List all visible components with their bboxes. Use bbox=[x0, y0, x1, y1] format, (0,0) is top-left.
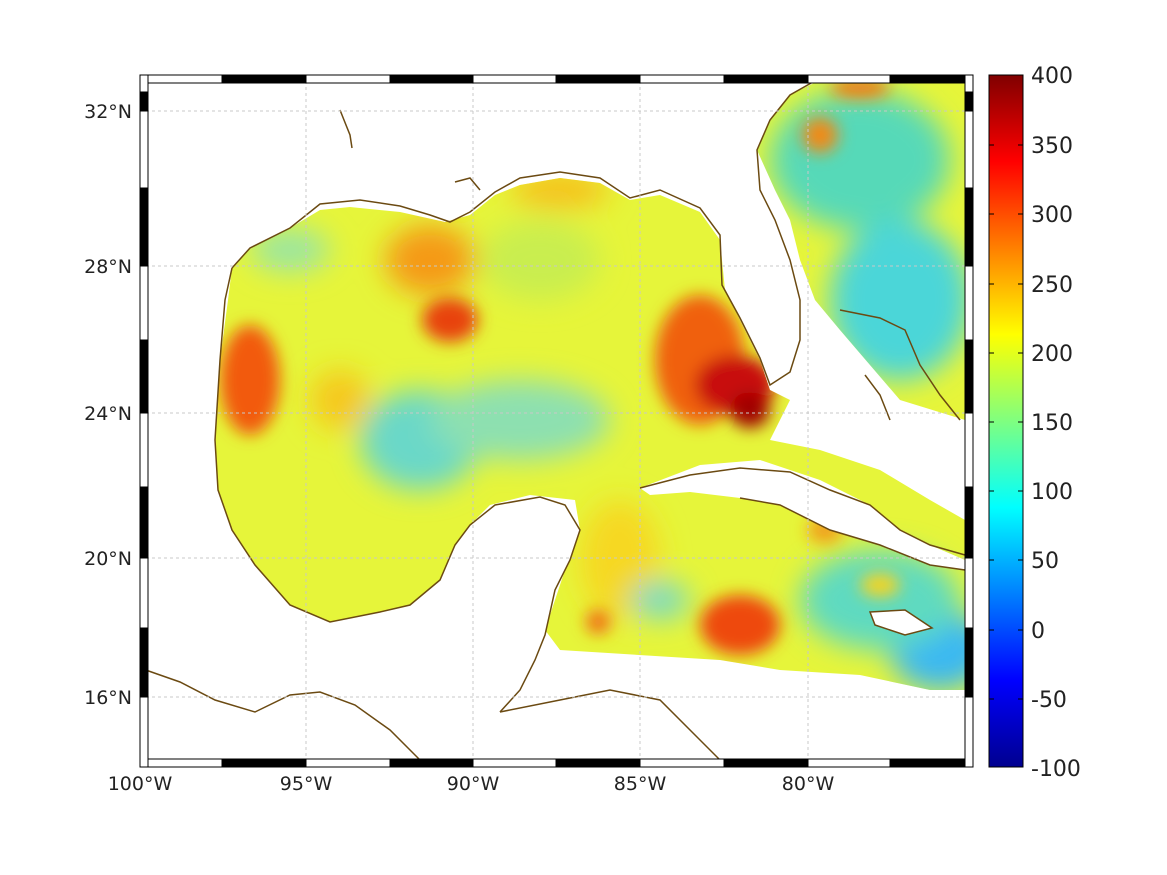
y-tick-label: 32°N bbox=[84, 101, 132, 123]
grid-lines bbox=[140, 75, 973, 767]
land-mask bbox=[460, 460, 965, 660]
colorbar-tick-label: 100 bbox=[1031, 480, 1073, 505]
x-axis-labels: 100°W 95°W 90°W 85°W 80°W bbox=[108, 773, 835, 795]
y-tick-label: 20°N bbox=[84, 548, 132, 570]
x-tick-label: 85°W bbox=[614, 773, 667, 795]
y-tick-label: 16°N bbox=[84, 687, 132, 709]
colorbar-tick-label: 50 bbox=[1031, 549, 1059, 574]
colorbar-tick-label: 400 bbox=[1031, 64, 1073, 89]
colorbar: 400 350 300 250 200 150 100 50 0 -50 -10… bbox=[988, 64, 1081, 782]
colorbar-tick-label: 250 bbox=[1031, 273, 1073, 298]
y-tick-label: 28°N bbox=[84, 256, 132, 278]
colorbar-tick-label: 200 bbox=[1031, 342, 1073, 367]
colorbar-tick-label: 350 bbox=[1031, 134, 1073, 159]
colorbar-tick-label: 0 bbox=[1031, 619, 1045, 644]
coastlines bbox=[139, 77, 966, 761]
map-frame bbox=[139, 74, 974, 768]
colorbar-scale bbox=[988, 74, 1024, 768]
colorbar-tick-label: 150 bbox=[1031, 411, 1073, 436]
colorbar-tick-label: -100 bbox=[1031, 757, 1081, 782]
colorbar-ticks bbox=[989, 144, 1023, 700]
x-tick-label: 95°W bbox=[280, 773, 333, 795]
colorbar-tick-label: -50 bbox=[1031, 688, 1067, 713]
x-tick-label: 80°W bbox=[782, 773, 835, 795]
x-tick-label: 100°W bbox=[108, 773, 173, 795]
colorbar-tick-label: 300 bbox=[1031, 203, 1073, 228]
x-tick-label: 90°W bbox=[447, 773, 500, 795]
y-axis-labels: 32°N 28°N 24°N 20°N 16°N bbox=[84, 101, 132, 709]
y-tick-label: 24°N bbox=[84, 403, 132, 425]
